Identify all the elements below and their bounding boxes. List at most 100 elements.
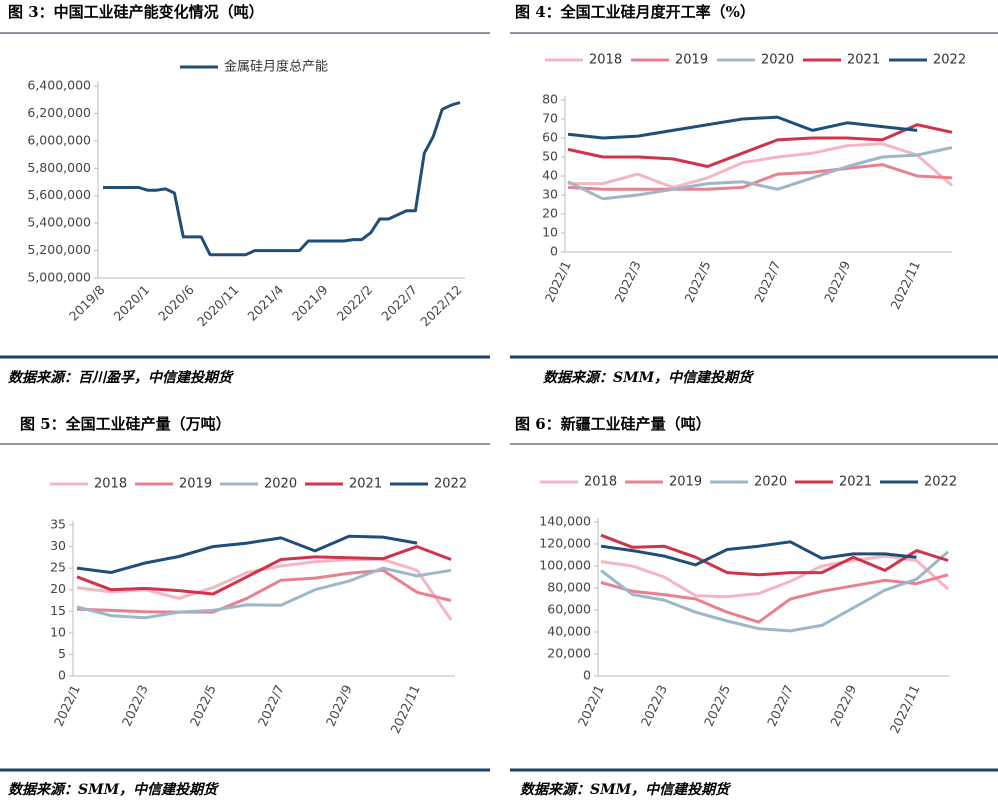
- y-tick-label: 5,200,000: [27, 242, 91, 257]
- series-line: [76, 566, 452, 620]
- y-tick-label: 25: [50, 560, 66, 575]
- legend-label: 2020: [761, 53, 794, 68]
- series-line: [600, 573, 949, 624]
- x-tick-label: 2020/6: [155, 282, 197, 324]
- x-tick-label: 2022/9: [827, 682, 859, 728]
- y-tick-label: 60,000: [547, 602, 591, 617]
- series-line: [567, 115, 918, 140]
- y-tick-label: 10: [542, 225, 558, 240]
- series-line: [567, 123, 953, 168]
- y-tick-label: 40,000: [547, 624, 591, 639]
- series-line: [600, 550, 949, 633]
- y-tick-label: 0: [550, 244, 558, 259]
- series-line: [568, 142, 953, 189]
- series-line: [600, 554, 950, 599]
- y-tick-label: 6,000,000: [27, 132, 91, 147]
- x-tick-label: 2022/7: [255, 682, 287, 728]
- legend-label: 2021: [847, 53, 880, 68]
- y-tick-label: 60: [542, 130, 558, 145]
- y-tick-label: 100,000: [539, 558, 591, 573]
- chart-title: 图 4：全国工业硅月度开工率（%）: [515, 3, 755, 21]
- source-note: 数据来源：SMM，中信建投期货: [543, 369, 754, 386]
- source-note: 数据来源：百川盈孚，中信建投期货: [8, 369, 234, 386]
- legend-label: 2021: [349, 477, 382, 492]
- x-tick-label: 2022/1: [542, 258, 574, 304]
- y-tick-label: 0: [58, 668, 66, 683]
- y-tick-label: 30: [50, 538, 66, 553]
- chart-title: 图 3：中国工业硅产能变化情况（吨）: [8, 3, 264, 21]
- x-tick-label: 2022/7: [378, 282, 420, 324]
- x-tick-label: 2020/1: [111, 282, 153, 324]
- legend-label: 2018: [584, 475, 617, 490]
- y-tick-label: 30: [542, 187, 558, 202]
- x-tick-label: 2022/7: [764, 682, 796, 728]
- x-tick-label: 2022/2: [334, 282, 376, 324]
- x-tick-label: 2022/11: [387, 682, 423, 735]
- y-tick-label: 70: [542, 111, 558, 126]
- y-tick-label: 40: [542, 168, 558, 183]
- y-tick-label: 20,000: [547, 646, 591, 661]
- chart-title: 图 6：新疆工业硅产量（吨）: [515, 415, 711, 433]
- series-line: [600, 533, 949, 577]
- y-tick-label: 20: [542, 206, 558, 221]
- legend-label: 2022: [924, 475, 957, 490]
- y-tick-label: 15: [50, 603, 66, 618]
- series-line: [76, 545, 452, 596]
- x-tick-label: 2022/12: [417, 282, 464, 329]
- x-tick-label: 2022/5: [701, 682, 733, 728]
- x-tick-label: 2021/9: [289, 282, 331, 324]
- y-tick-label: 80,000: [547, 580, 591, 595]
- y-tick-label: 20: [50, 581, 66, 596]
- x-tick-label: 2019/8: [66, 282, 108, 324]
- x-tick-label: 2022/11: [887, 258, 923, 311]
- y-tick-label: 5,400,000: [27, 215, 91, 230]
- x-tick-label: 2021/4: [244, 282, 286, 324]
- legend-label: 金属硅月度总产能: [224, 59, 328, 75]
- legend-label: 2019: [179, 477, 212, 492]
- x-tick-label: 2022/7: [751, 258, 783, 304]
- y-tick-label: 50: [542, 149, 558, 164]
- y-tick-label: 5,800,000: [27, 160, 91, 175]
- y-tick-label: 5: [58, 646, 66, 661]
- chart-title: 图 5：全国工业硅产量（万吨）: [20, 415, 231, 433]
- y-tick-label: 80: [542, 92, 558, 107]
- legend-label: 2022: [933, 53, 966, 68]
- y-tick-label: 6,200,000: [27, 105, 91, 120]
- legend-label: 2019: [669, 475, 702, 490]
- x-tick-label: 2022/9: [323, 682, 355, 728]
- legend-label: 2019: [675, 53, 708, 68]
- source-note: 数据来源：SMM，中信建投期货: [520, 781, 731, 798]
- legend-label: 2018: [94, 477, 127, 492]
- x-tick-label: 2022/3: [119, 682, 151, 728]
- series-line: [103, 101, 461, 257]
- x-tick-label: 2022/5: [681, 258, 713, 304]
- y-tick-label: 0: [583, 668, 591, 683]
- series-line: [600, 540, 917, 567]
- legend-label: 2018: [589, 53, 622, 68]
- y-tick-label: 35: [50, 517, 66, 532]
- y-tick-label: 10: [50, 624, 66, 639]
- x-tick-label: 2022/1: [575, 682, 607, 728]
- x-tick-label: 2022/3: [638, 682, 670, 728]
- legend-label: 2020: [264, 477, 297, 492]
- series-line: [76, 534, 418, 574]
- y-tick-label: 120,000: [539, 536, 591, 551]
- legend-label: 2022: [434, 477, 467, 492]
- series-line: [567, 163, 953, 191]
- y-tick-label: 5,000,000: [27, 270, 91, 285]
- x-tick-label: 2022/9: [821, 258, 853, 304]
- x-tick-label: 2022/3: [612, 258, 644, 304]
- y-tick-label: 5,600,000: [27, 187, 91, 202]
- source-note: 数据来源：SMM，中信建投期货: [8, 781, 219, 798]
- x-tick-label: 2022/1: [51, 682, 83, 728]
- x-tick-label: 2020/11: [194, 282, 241, 329]
- series-line: [567, 146, 953, 201]
- legend-label: 2021: [839, 475, 872, 490]
- y-tick-label: 140,000: [539, 514, 591, 529]
- y-tick-label: 6,400,000: [27, 78, 91, 93]
- x-tick-label: 2022/5: [187, 682, 219, 728]
- x-tick-label: 2022/11: [887, 682, 923, 735]
- legend-label: 2020: [754, 475, 787, 490]
- series-line: [76, 568, 452, 614]
